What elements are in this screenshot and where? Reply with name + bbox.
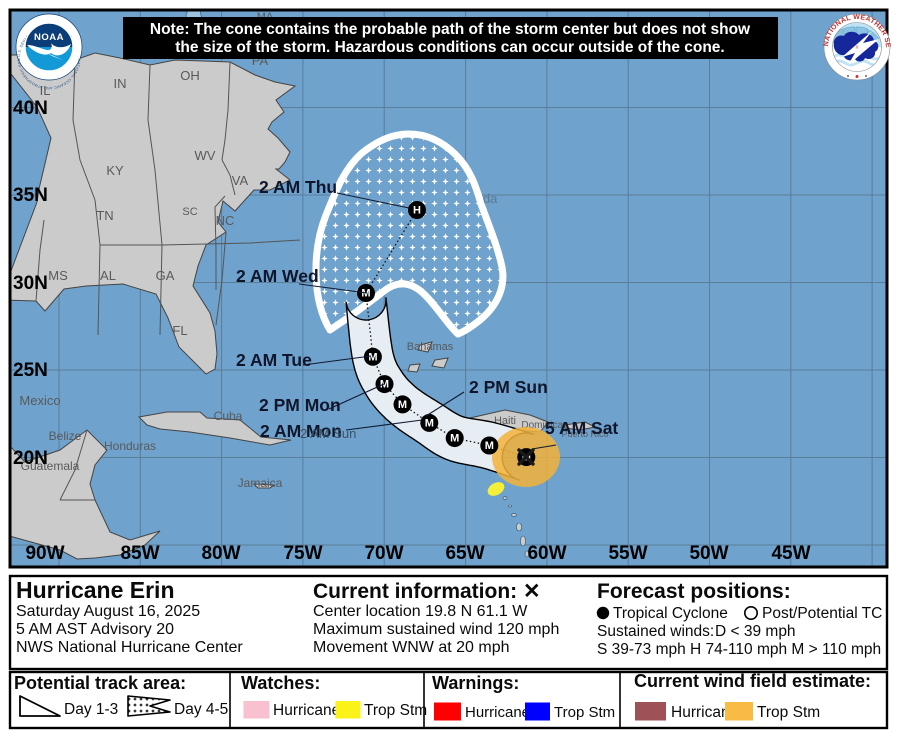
svg-text:Cuba: Cuba: [214, 409, 243, 423]
svg-text:Trop Stm: Trop Stm: [757, 704, 820, 721]
svg-text:2 AM Tue: 2 AM Tue: [236, 350, 312, 370]
svg-text:WV: WV: [195, 148, 216, 163]
svg-text:Warnings:: Warnings:: [432, 673, 519, 693]
svg-text:30N: 30N: [13, 273, 48, 294]
svg-text:NOAA: NOAA: [34, 32, 64, 43]
svg-text:90W: 90W: [25, 543, 64, 564]
svg-text:2 AM Wed: 2 AM Wed: [236, 266, 319, 286]
svg-text:25N: 25N: [13, 360, 48, 381]
svg-text:AL: AL: [100, 268, 116, 283]
svg-text:H: H: [413, 205, 421, 217]
svg-text:M: M: [380, 379, 389, 391]
svg-text:VA: VA: [232, 173, 249, 188]
svg-text:D < 39 mph: D < 39 mph: [715, 623, 796, 640]
svg-text:Trop Stm: Trop Stm: [364, 702, 427, 719]
svg-text:M: M: [485, 440, 494, 452]
svg-text:2 PM Mon: 2 PM Mon: [259, 395, 341, 415]
svg-text:55W: 55W: [608, 543, 647, 564]
svg-text:5 AM Sat: 5 AM Sat: [545, 418, 618, 438]
svg-text:Hurricane Erin: Hurricane Erin: [16, 577, 175, 603]
svg-text:Tropical Cyclone: Tropical Cyclone: [613, 605, 728, 622]
svg-text:M: M: [398, 399, 407, 411]
svg-text:S 39-73 mph H 74-110 mph M >: S 39-73 mph H 74-110 mph M > 110 mph: [597, 641, 881, 658]
svg-text:45W: 45W: [771, 543, 810, 564]
svg-text:Current wind field estimate:: Current wind field estimate:: [634, 671, 871, 691]
svg-text:Day 4-5: Day 4-5: [174, 701, 228, 718]
svg-text:MS: MS: [48, 268, 68, 283]
svg-text:Current information: ✕: Current information: ✕: [313, 580, 541, 603]
svg-text:TN: TN: [96, 208, 113, 223]
svg-text:the size of the storm. Hazardo: the size of the storm. Hazardous conditi…: [175, 39, 724, 56]
svg-text:Belize: Belize: [49, 429, 82, 443]
svg-text:85W: 85W: [120, 543, 159, 564]
svg-text:65W: 65W: [445, 543, 484, 564]
svg-text:GA: GA: [156, 268, 175, 283]
svg-text:Center location 19.8 N 61.1 W: Center location 19.8 N 61.1 W: [313, 603, 528, 620]
svg-text:Forecast positions:: Forecast positions:: [597, 580, 791, 603]
svg-text:Bahamas: Bahamas: [407, 341, 454, 353]
svg-text:NC: NC: [216, 213, 235, 228]
svg-text:Sustained winds:: Sustained winds:: [597, 623, 714, 640]
svg-text:Mexico: Mexico: [19, 393, 60, 408]
svg-text:IN: IN: [114, 76, 127, 91]
svg-text:M: M: [368, 351, 377, 363]
svg-text:20N: 20N: [13, 448, 48, 469]
svg-text:Day 1-3: Day 1-3: [64, 701, 118, 718]
svg-text:Movement WNW at 20 mph: Movement WNW at 20 mph: [313, 639, 510, 656]
svg-text:40N: 40N: [13, 98, 48, 119]
svg-text:Post/Potential TC: Post/Potential TC: [762, 605, 882, 622]
svg-text:Note: The cone contains the pr: Note: The cone contains the probable pat…: [150, 21, 751, 38]
svg-text:2 AM Thu: 2 AM Thu: [259, 177, 337, 197]
svg-text:Watches:: Watches:: [241, 673, 320, 693]
svg-text:75W: 75W: [283, 543, 322, 564]
svg-text:Potential track area:: Potential track area:: [14, 673, 186, 693]
svg-text:M: M: [425, 417, 434, 429]
svg-text:35N: 35N: [13, 185, 48, 206]
svg-text:KY: KY: [106, 163, 124, 178]
svg-text:70W: 70W: [364, 543, 403, 564]
svg-text:Hurricane: Hurricane: [273, 702, 340, 719]
svg-text:Trop Stm: Trop Stm: [554, 704, 615, 721]
svg-text:Honduras: Honduras: [104, 439, 156, 453]
svg-text:FL: FL: [172, 323, 187, 338]
svg-text:OH: OH: [180, 68, 200, 83]
svg-text:SC: SC: [182, 206, 197, 218]
svg-text:Maximum sustained wind 120 mph: Maximum sustained wind 120 mph: [313, 621, 559, 638]
svg-text:2 AM Sun: 2 AM Sun: [300, 426, 356, 441]
svg-text:Hurricane: Hurricane: [465, 704, 530, 721]
svg-text:M: M: [361, 288, 370, 300]
svg-text:5 AM AST Advisory 20: 5 AM AST Advisory 20: [16, 621, 174, 638]
svg-text:2 PM Sun: 2 PM Sun: [469, 377, 548, 397]
svg-text:50W: 50W: [689, 543, 728, 564]
svg-text:Jamaica: Jamaica: [238, 476, 283, 490]
svg-text:60W: 60W: [527, 543, 566, 564]
svg-text:Saturday August 16, 2025: Saturday August 16, 2025: [16, 603, 200, 620]
svg-text:80W: 80W: [201, 543, 240, 564]
svg-text:M: M: [450, 433, 459, 445]
svg-text:NWS National Hurricane Center: NWS National Hurricane Center: [16, 639, 243, 656]
